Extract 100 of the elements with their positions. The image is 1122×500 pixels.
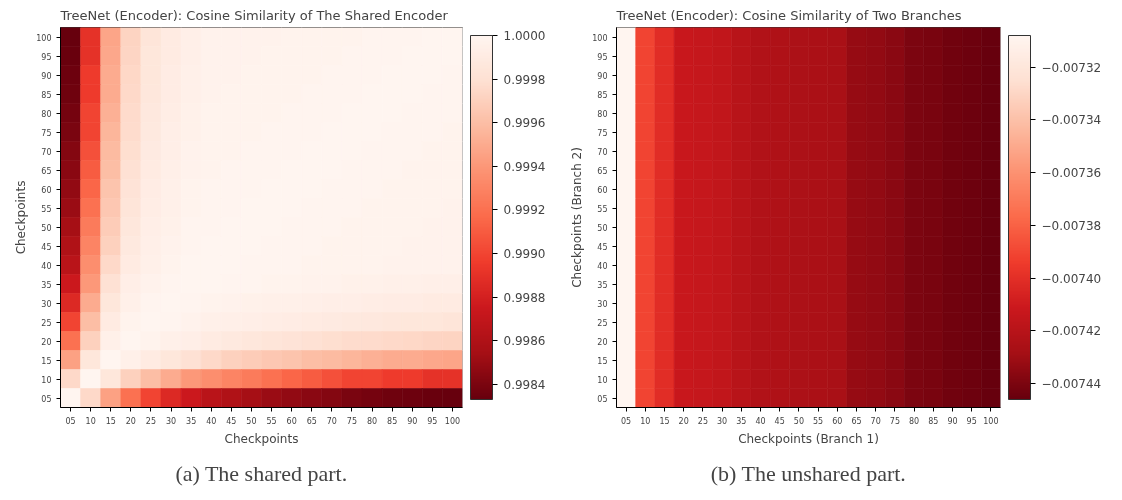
y-tick-label: 60 [597, 185, 608, 195]
text: (b) The unshared part. [710, 460, 906, 486]
y-tick-label: 20 [597, 337, 608, 347]
x-tick-label: 80 [909, 416, 920, 426]
color-bar-label: 1.0000 [503, 29, 546, 43]
x-tick-label: 40 [206, 416, 217, 426]
x-tick-label: 90 [947, 416, 958, 426]
y-tick-label: 65 [41, 166, 52, 176]
y-tick-label: 80 [41, 109, 52, 119]
x-tick-label: 50 [793, 416, 804, 426]
color-bar-label: 0.9992 [503, 203, 546, 218]
x-tick-label: 05 [65, 416, 76, 426]
y-tick-label: 100 [36, 33, 52, 43]
color-bar-label: −0.00742 [1041, 324, 1102, 339]
x-tick-label: 90 [407, 416, 418, 426]
x-tick-label: 75 [889, 416, 900, 426]
x-tick-label: 05 [621, 416, 632, 426]
y-tick-label: 50 [41, 223, 52, 233]
x-tick-label: 65 [851, 416, 862, 426]
x-tick-label: 15 [659, 416, 670, 426]
color-bar-label: 0.9994 [503, 159, 546, 174]
y-tick-label: 05 [597, 394, 608, 404]
x-axis-title: Checkpoints [224, 431, 299, 446]
y-tick-label: 70 [597, 147, 608, 157]
x-tick-label: 100 [444, 416, 461, 426]
x-tick-label: 60 [286, 416, 297, 426]
y-tick-label: 10 [597, 375, 608, 385]
y-tick-label: 45 [41, 242, 52, 252]
x-tick-label: 35 [186, 416, 197, 426]
y-tick-label: 55 [597, 204, 608, 214]
text: (a) The shared part. [175, 460, 348, 486]
x-tick-label: 70 [870, 416, 881, 426]
x-tick-label: 30 [717, 416, 728, 426]
x-tick-label: 45 [774, 416, 785, 426]
x-tick-label: 10 [85, 416, 96, 426]
x-tick-label: 70 [326, 416, 337, 426]
y-tick-label: 30 [41, 299, 52, 309]
x-tick-label: 85 [928, 416, 939, 426]
color-bar-label: −0.00740 [1041, 271, 1102, 286]
color-bar-label: −0.00744 [1041, 377, 1102, 392]
y-tick-label: 75 [41, 128, 52, 138]
x-tick-label: 85 [387, 416, 398, 426]
y-tick-label: 35 [597, 280, 608, 290]
y-tick-label: 05 [41, 394, 52, 404]
y-axis-title: Checkpoints (Branch 2) [570, 147, 585, 288]
y-tick-label: 45 [597, 242, 608, 252]
y-tick-label: 25 [597, 318, 608, 328]
x-tick-label: 55 [813, 416, 824, 426]
x-tick-label: 25 [697, 416, 708, 426]
x-tick-label: 20 [678, 416, 689, 426]
x-axis-title: Checkpoints (Branch 1) [738, 431, 879, 446]
x-tick-label: 100 [983, 416, 999, 426]
y-tick-label: 75 [597, 128, 608, 138]
x-tick-label: 95 [427, 416, 438, 426]
y-tick-label: 90 [41, 71, 52, 81]
x-tick-label: 60 [832, 416, 843, 426]
color-bar-label: 0.9996 [503, 116, 546, 131]
y-tick-label: 25 [41, 318, 52, 328]
color-bar-label: −0.00732 [1041, 60, 1102, 75]
x-tick-label: 30 [165, 416, 177, 426]
y-tick-label: 80 [597, 109, 608, 119]
color-bar-label: −0.00736 [1041, 166, 1102, 181]
color-bar-label: −0.00738 [1041, 218, 1102, 233]
y-tick-label: 95 [597, 52, 608, 62]
x-tick-label: 35 [736, 416, 747, 426]
y-tick-label: 10 [41, 375, 52, 385]
x-tick-label: 20 [125, 416, 136, 426]
x-tick-label: 40 [755, 416, 766, 426]
chart-title: TreeNet (Encoder): Cosine Similarity of The Shared Encoder [59, 7, 449, 23]
x-tick-label: 95 [966, 416, 977, 426]
y-tick-label: 50 [597, 223, 608, 233]
y-tick-label: 60 [41, 185, 52, 195]
y-tick-label: 15 [41, 356, 52, 366]
y-axis-title: Checkpoints [14, 180, 29, 255]
x-tick-label: 65 [306, 416, 317, 426]
y-tick-label: 85 [597, 90, 608, 100]
x-tick-label: 75 [346, 416, 358, 426]
y-tick-label: 15 [597, 356, 608, 366]
x-tick-label: 45 [226, 416, 237, 426]
y-tick-label: 90 [597, 71, 608, 81]
x-tick-label: 15 [105, 416, 116, 426]
y-tick-label: 100 [592, 33, 608, 43]
y-tick-label: 20 [41, 337, 52, 347]
y-tick-label: 30 [597, 299, 608, 309]
x-tick-label: 55 [266, 416, 277, 426]
color-bar-label: 0.9998 [503, 72, 546, 87]
y-tick-label: 70 [41, 147, 52, 157]
x-tick-label: 80 [366, 416, 378, 426]
x-tick-label: 10 [640, 416, 651, 426]
color-bar-label: 0.9986 [503, 334, 546, 349]
x-tick-label: 25 [145, 416, 157, 426]
y-tick-label: 40 [597, 261, 608, 271]
color-bar-label: 0.9988 [503, 290, 546, 305]
color-bar-label: 0.9984 [503, 377, 546, 392]
y-tick-label: 65 [597, 166, 608, 176]
chart-title: TreeNet (Encoder): Cosine Similarity of Two Branches [615, 7, 962, 23]
y-tick-label: 40 [41, 261, 52, 271]
y-tick-label: 35 [41, 280, 52, 290]
x-tick-label: 50 [246, 416, 257, 426]
y-tick-label: 55 [41, 204, 52, 214]
